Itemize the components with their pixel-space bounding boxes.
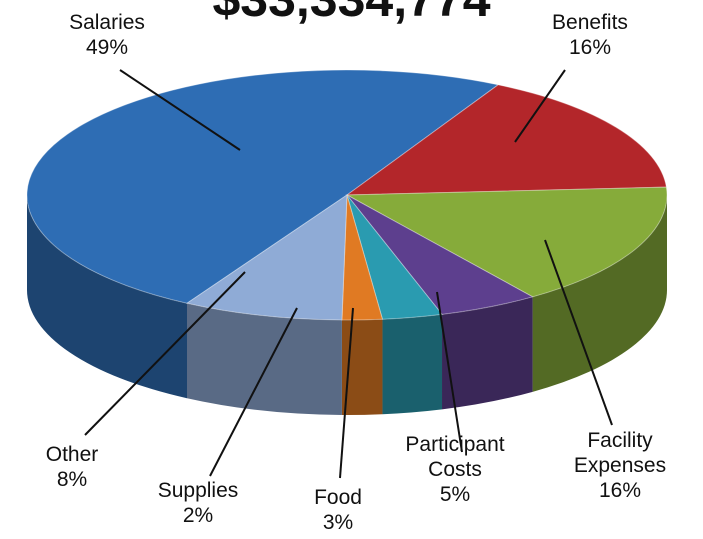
slice-label: Participant Costs 5% [400, 432, 510, 507]
slice-name: Participant Costs [405, 433, 505, 481]
slice-value: 16% [598, 479, 642, 502]
slice-name: Food [314, 486, 362, 509]
pie-slice [185, 194, 348, 321]
pie-slice [341, 194, 384, 321]
pie-slice [346, 194, 534, 315]
pie-side [382, 314, 443, 415]
slice-value: 3% [322, 511, 354, 534]
slice-label: Benefits 16% [525, 10, 655, 60]
pie-side [532, 195, 667, 392]
leader-lines [84, 69, 613, 479]
slice-label: Facility Expenses 16% [565, 428, 675, 503]
slice-value: 5% [439, 483, 471, 506]
leader-line [436, 291, 463, 453]
pie-slice [345, 186, 668, 298]
slice-name: Supplies [157, 479, 239, 502]
leader-line [514, 69, 566, 143]
leader-line [84, 271, 246, 436]
pie-slice [26, 69, 500, 304]
slice-name: Other [45, 443, 99, 466]
slice-label: Salaries 49% [42, 10, 172, 60]
slice-label: Other 8% [7, 442, 137, 492]
slice-value: 2% [182, 504, 214, 527]
pie-side [442, 296, 533, 410]
slice-value: 16% [568, 36, 612, 59]
leader-line [544, 239, 613, 426]
leader-line [339, 307, 354, 479]
pie-slice [345, 84, 667, 196]
leader-line [209, 307, 298, 477]
slice-value: 8% [56, 468, 88, 491]
slice-label: Food 3% [273, 485, 403, 535]
slice-name: Facility Expenses [573, 429, 667, 477]
slice-value: 49% [85, 36, 129, 59]
pie-side [341, 319, 383, 415]
pie-side [187, 303, 342, 415]
leader-line [119, 69, 241, 151]
slice-name: Benefits [552, 11, 628, 34]
pie-slice [346, 194, 443, 320]
slice-label: Supplies 2% [133, 478, 263, 528]
slice-name: Salaries [69, 11, 145, 34]
chart-title: $33,334,774 [0, 0, 703, 28]
pie-side [27, 195, 187, 399]
